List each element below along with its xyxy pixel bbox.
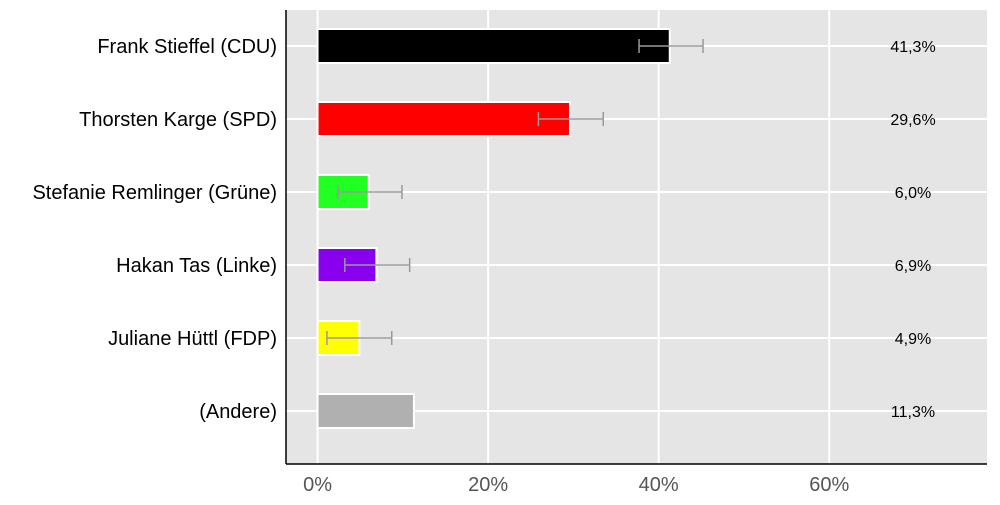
category-label-1: Thorsten Karge (SPD) [79,109,277,131]
bar-5 [316,393,415,429]
category-label-3: Hakan Tas (Linke) [116,255,277,277]
bar-0 [316,28,671,64]
bar-1 [316,101,571,137]
value-label-2: 6,0% [895,185,931,202]
x-tick-label-1: 20% [468,474,508,496]
category-label-4: Juliane Hüttl (FDP) [108,328,277,350]
x-tick-label-2: 40% [639,474,679,496]
value-label-1: 29,6% [890,112,935,129]
category-label-0: Frank Stieffel (CDU) [97,36,277,58]
value-label-5: 11,3% [891,404,935,421]
plot-background [286,10,987,464]
category-label-2: Stefanie Remlinger (Grüne) [32,182,277,204]
value-label-3: 6,9% [895,258,931,275]
x-tick-label-3: 60% [809,474,849,496]
category-label-5: (Andere) [199,401,277,423]
x-tick-label-0: 0% [303,474,332,496]
value-label-4: 4,9% [895,331,931,348]
value-label-0: 41,3% [890,39,935,56]
